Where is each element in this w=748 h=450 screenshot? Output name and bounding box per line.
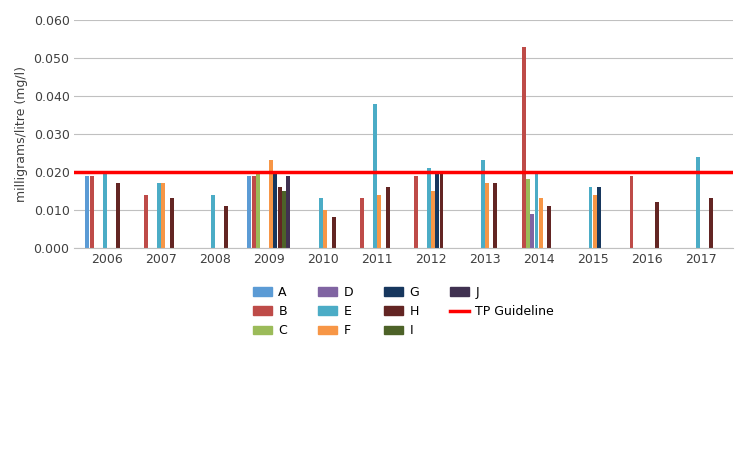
Bar bbox=[521, 46, 526, 248]
Bar bbox=[90, 176, 94, 248]
Bar bbox=[269, 161, 273, 248]
Bar bbox=[282, 191, 286, 248]
Bar bbox=[273, 172, 278, 248]
Bar bbox=[248, 176, 251, 248]
Bar bbox=[480, 161, 485, 248]
Y-axis label: milligrams/litre (mg/l): milligrams/litre (mg/l) bbox=[15, 66, 28, 202]
Legend: A, B, C, D, E, F, G, H, I, J, TP Guideline: A, B, C, D, E, F, G, H, I, J, TP Guideli… bbox=[254, 286, 554, 338]
Bar bbox=[85, 176, 89, 248]
Bar bbox=[102, 172, 107, 248]
Bar bbox=[331, 217, 336, 248]
Bar bbox=[256, 172, 260, 248]
Bar bbox=[170, 198, 174, 248]
Bar bbox=[144, 194, 147, 248]
Bar bbox=[696, 157, 700, 248]
Bar bbox=[426, 168, 431, 248]
Bar bbox=[414, 176, 417, 248]
Bar bbox=[526, 180, 530, 248]
Bar bbox=[251, 176, 256, 248]
Bar bbox=[709, 198, 714, 248]
Bar bbox=[440, 172, 444, 248]
Bar bbox=[597, 187, 601, 248]
Bar bbox=[494, 183, 497, 248]
Bar bbox=[530, 214, 534, 248]
Bar bbox=[535, 172, 539, 248]
Bar bbox=[360, 198, 364, 248]
Bar bbox=[211, 194, 215, 248]
Bar bbox=[373, 104, 376, 248]
Bar bbox=[630, 176, 634, 248]
Bar bbox=[485, 183, 489, 248]
Bar bbox=[319, 198, 322, 248]
Bar bbox=[323, 210, 327, 248]
Bar bbox=[539, 198, 543, 248]
Bar bbox=[593, 194, 597, 248]
Bar bbox=[385, 187, 390, 248]
Bar bbox=[278, 187, 281, 248]
Bar bbox=[431, 191, 435, 248]
Bar bbox=[116, 183, 120, 248]
Bar bbox=[548, 206, 551, 248]
Bar bbox=[156, 183, 161, 248]
Bar bbox=[435, 172, 439, 248]
Bar bbox=[161, 183, 165, 248]
Bar bbox=[286, 176, 290, 248]
Bar bbox=[589, 187, 592, 248]
Bar bbox=[655, 202, 660, 248]
Bar bbox=[224, 206, 227, 248]
Bar bbox=[377, 194, 381, 248]
